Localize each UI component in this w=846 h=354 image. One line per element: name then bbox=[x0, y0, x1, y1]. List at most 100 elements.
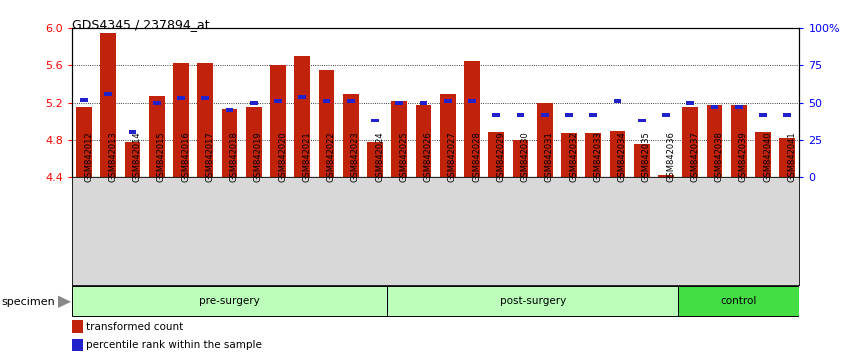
Text: GSM842029: GSM842029 bbox=[497, 132, 505, 182]
Bar bbox=[420, 101, 427, 105]
Text: GSM842040: GSM842040 bbox=[763, 132, 772, 182]
Bar bbox=[662, 113, 670, 116]
Bar bbox=[222, 109, 238, 177]
Bar bbox=[72, 320, 83, 333]
Bar bbox=[274, 99, 282, 103]
Text: GSM842015: GSM842015 bbox=[157, 132, 166, 182]
Bar bbox=[658, 175, 674, 177]
Text: GSM842035: GSM842035 bbox=[642, 132, 651, 182]
Text: GSM842020: GSM842020 bbox=[278, 132, 287, 182]
Bar bbox=[686, 101, 695, 105]
Bar bbox=[104, 92, 113, 96]
Bar bbox=[440, 94, 456, 177]
Bar bbox=[779, 138, 795, 177]
Bar bbox=[537, 103, 552, 177]
Bar bbox=[488, 132, 504, 177]
Bar bbox=[395, 101, 404, 105]
Bar bbox=[76, 107, 92, 177]
Text: GSM842018: GSM842018 bbox=[229, 132, 239, 182]
Text: GSM842016: GSM842016 bbox=[181, 132, 190, 182]
Text: GSM842022: GSM842022 bbox=[327, 132, 336, 182]
Bar bbox=[392, 101, 407, 177]
Bar bbox=[149, 96, 165, 177]
Text: GSM842028: GSM842028 bbox=[472, 132, 481, 182]
Text: control: control bbox=[721, 296, 757, 306]
Bar bbox=[613, 99, 622, 103]
Bar bbox=[415, 104, 431, 177]
Bar bbox=[585, 133, 602, 177]
Bar bbox=[72, 286, 387, 316]
Bar bbox=[72, 339, 83, 351]
Bar bbox=[590, 113, 597, 116]
Bar bbox=[513, 140, 529, 177]
Bar bbox=[322, 99, 331, 103]
Text: GSM842026: GSM842026 bbox=[424, 132, 432, 182]
Bar bbox=[387, 286, 678, 316]
Text: GSM842037: GSM842037 bbox=[690, 132, 700, 182]
Bar bbox=[343, 94, 359, 177]
Bar bbox=[492, 113, 500, 116]
Bar bbox=[153, 101, 161, 105]
Bar bbox=[678, 286, 799, 316]
Bar bbox=[299, 95, 306, 99]
Bar bbox=[226, 108, 233, 112]
Text: transformed count: transformed count bbox=[86, 322, 184, 332]
Bar bbox=[759, 113, 767, 116]
Text: GSM842012: GSM842012 bbox=[84, 132, 93, 182]
Text: GSM842019: GSM842019 bbox=[254, 132, 263, 182]
Text: specimen: specimen bbox=[2, 297, 56, 307]
Bar bbox=[610, 131, 625, 177]
Bar bbox=[565, 113, 573, 116]
Text: GSM842017: GSM842017 bbox=[206, 132, 214, 182]
Text: GSM842021: GSM842021 bbox=[302, 132, 311, 182]
Text: GSM842033: GSM842033 bbox=[593, 132, 602, 182]
Text: pre-surgery: pre-surgery bbox=[199, 296, 260, 306]
Bar bbox=[634, 144, 650, 177]
Bar bbox=[706, 104, 722, 177]
Text: GDS4345 / 237894_at: GDS4345 / 237894_at bbox=[72, 18, 210, 31]
Bar bbox=[294, 56, 310, 177]
Bar bbox=[101, 33, 116, 177]
Bar bbox=[517, 113, 525, 116]
Bar bbox=[246, 107, 261, 177]
Bar bbox=[371, 119, 379, 122]
Text: GSM842025: GSM842025 bbox=[399, 132, 409, 182]
Bar bbox=[464, 61, 480, 177]
Text: GSM842014: GSM842014 bbox=[133, 132, 141, 182]
Text: GSM842013: GSM842013 bbox=[108, 132, 118, 182]
Bar bbox=[347, 99, 354, 103]
Bar bbox=[124, 142, 140, 177]
Bar bbox=[250, 101, 258, 105]
Text: GSM842023: GSM842023 bbox=[351, 132, 360, 182]
Bar bbox=[735, 105, 743, 109]
Bar bbox=[173, 63, 189, 177]
Text: GSM842024: GSM842024 bbox=[375, 132, 384, 182]
Bar bbox=[561, 133, 577, 177]
Text: GSM842032: GSM842032 bbox=[569, 132, 578, 182]
Bar bbox=[197, 63, 213, 177]
Text: GSM842039: GSM842039 bbox=[739, 132, 748, 182]
Text: GSM842034: GSM842034 bbox=[618, 132, 627, 182]
Bar bbox=[201, 96, 209, 100]
Text: GSM842036: GSM842036 bbox=[666, 132, 675, 182]
Bar bbox=[711, 105, 718, 109]
Bar bbox=[638, 119, 645, 122]
Bar bbox=[270, 65, 286, 177]
Bar bbox=[783, 113, 791, 116]
Bar bbox=[468, 99, 476, 103]
Text: GSM842031: GSM842031 bbox=[545, 132, 554, 182]
Bar bbox=[755, 132, 771, 177]
Text: percentile rank within the sample: percentile rank within the sample bbox=[86, 340, 262, 350]
Text: GSM842030: GSM842030 bbox=[520, 132, 530, 182]
Bar bbox=[177, 96, 185, 100]
Bar bbox=[319, 70, 334, 177]
Text: GSM842038: GSM842038 bbox=[715, 132, 723, 182]
Bar bbox=[541, 113, 549, 116]
Polygon shape bbox=[58, 295, 71, 308]
Text: GSM842027: GSM842027 bbox=[448, 132, 457, 182]
Bar bbox=[80, 98, 88, 102]
Text: GSM842041: GSM842041 bbox=[788, 132, 796, 182]
Bar bbox=[683, 107, 698, 177]
Bar bbox=[367, 142, 383, 177]
Bar bbox=[444, 99, 452, 103]
